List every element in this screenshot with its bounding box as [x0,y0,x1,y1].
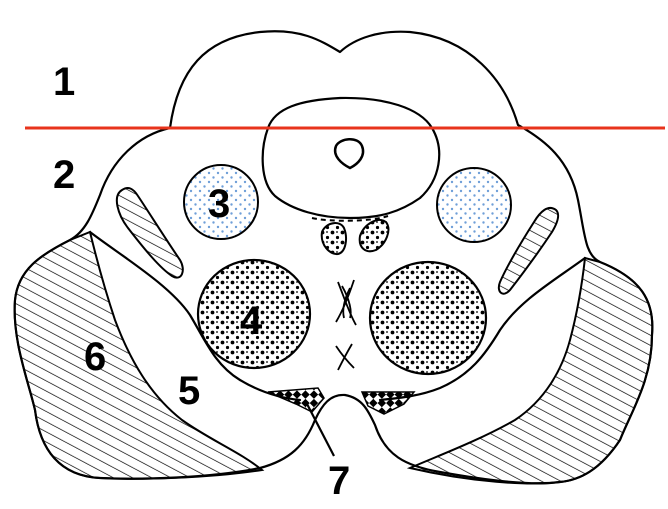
region-5-inner-boundary-right [378,256,587,402]
structure-4-left-oval [196,258,312,370]
label-5: 5 [178,369,200,413]
structure-3-right-circle [436,167,512,243]
label-7: 7 [328,459,350,503]
decussation-lower [335,343,355,371]
label-2: 2 [53,153,75,197]
structure-7-right-checker [360,391,416,415]
label-4: 4 [240,299,263,343]
label-1: 1 [53,60,75,104]
structure-7-left-checker [267,387,325,413]
dashed-boundary [311,215,389,222]
structure-3-left-circle [183,164,259,240]
region-6-left-hatched [13,230,265,480]
region-6-right-hatched [406,256,654,485]
label-3: 3 [208,182,230,226]
oblique-band-left [115,187,184,279]
decussation-upper [335,279,357,326]
label-7-leader-line [305,401,335,457]
oblique-band-right [497,206,560,295]
small-nucleus-left [320,222,347,256]
central-dome [261,96,441,220]
small-nucleus-right [358,218,390,253]
label-6: 6 [84,335,106,379]
structure-4-right-oval [368,260,488,376]
aqueduct [333,138,365,170]
